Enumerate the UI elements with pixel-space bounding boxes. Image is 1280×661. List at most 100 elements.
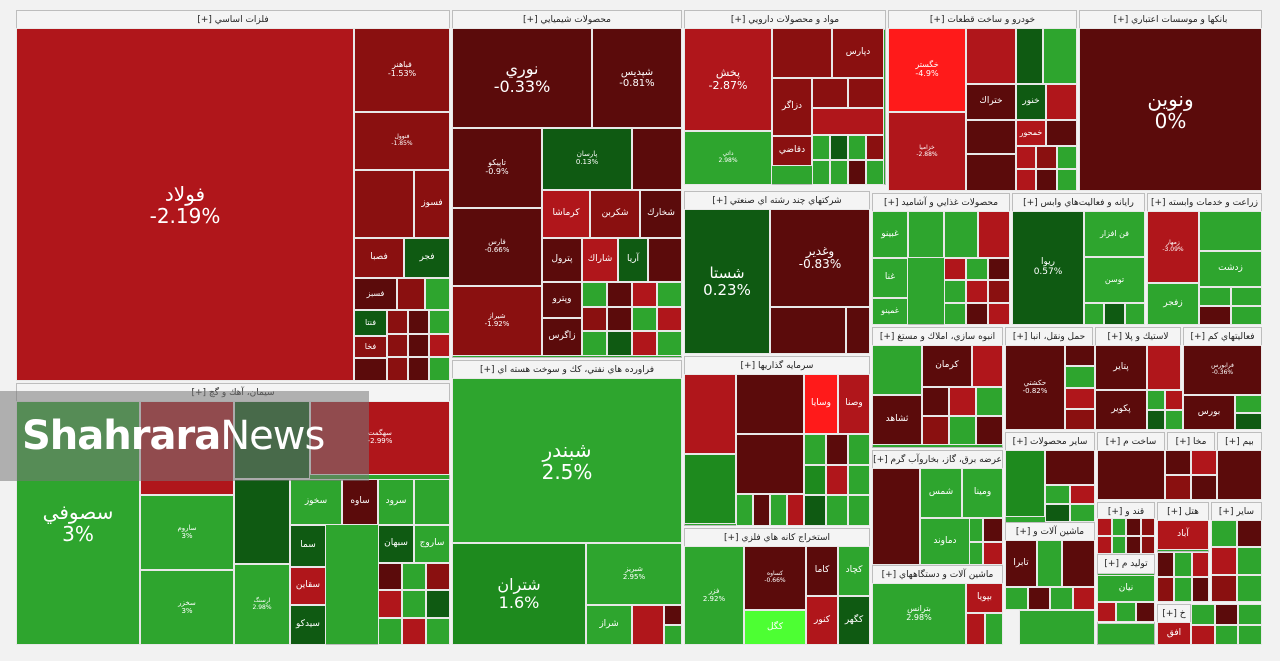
stock-tile[interactable]: كرماشا — [542, 190, 590, 238]
stock-cell[interactable] — [988, 302, 1010, 325]
stock-cell[interactable] — [1045, 485, 1070, 504]
stock-tile[interactable]: حكشتي -0.82% — [1005, 345, 1065, 430]
stock-tile[interactable]: شبريز 2.95% — [586, 543, 682, 605]
stock-tile[interactable]: غبينو — [872, 211, 908, 258]
stock-cell[interactable] — [1056, 168, 1077, 191]
stock-cell[interactable] — [1016, 168, 1037, 191]
stock-cell[interactable] — [1238, 624, 1262, 645]
stock-cell[interactable] — [922, 387, 949, 416]
stock-cell[interactable] — [1046, 120, 1077, 146]
stock-cell[interactable] — [1191, 624, 1215, 645]
stock-cell[interactable] — [976, 387, 1003, 416]
stock-cell[interactable] — [812, 78, 848, 108]
stock-tile[interactable]: دپارس — [832, 28, 884, 78]
stock-cell[interactable] — [582, 306, 607, 332]
stock-cell[interactable] — [1199, 211, 1262, 251]
stock-tile[interactable]: فن افزار — [1084, 211, 1145, 257]
stock-tile[interactable]: كنور — [806, 596, 838, 645]
stock-cell[interactable] — [1191, 475, 1217, 500]
stock-cell[interactable] — [1046, 84, 1077, 120]
stock-cell[interactable] — [1050, 587, 1073, 610]
stock-cell[interactable] — [812, 108, 884, 135]
stock-tile[interactable]: سخزر 3% — [140, 570, 234, 645]
stock-cell[interactable] — [1211, 520, 1237, 548]
stock-tile[interactable]: فنتا — [354, 310, 387, 336]
stock-cell[interactable] — [426, 563, 450, 591]
stock-cell[interactable] — [966, 154, 1016, 191]
stock-tile[interactable]: ختراك — [966, 84, 1016, 120]
stock-cell[interactable] — [812, 160, 830, 185]
stock-tile[interactable]: فرابورس -0.36% — [1183, 345, 1262, 395]
stock-tile[interactable]: وپترو — [542, 282, 582, 318]
stock-cell[interactable] — [1070, 485, 1095, 504]
stock-cell[interactable] — [1124, 303, 1145, 325]
stock-cell[interactable] — [1072, 587, 1095, 610]
stock-cell[interactable] — [607, 282, 632, 307]
stock-cell[interactable] — [966, 302, 988, 325]
stock-cell[interactable] — [848, 135, 866, 160]
stock-cell[interactable] — [1211, 574, 1237, 602]
stock-cell[interactable] — [1027, 587, 1050, 610]
stock-cell[interactable] — [1097, 536, 1112, 554]
stock-tile[interactable]: سقاين — [290, 567, 326, 605]
stock-cell[interactable] — [949, 387, 976, 416]
stock-cell[interactable] — [848, 78, 884, 108]
stock-tile[interactable]: فزر 2.92% — [684, 546, 744, 645]
stock-cell[interactable] — [632, 128, 682, 190]
stock-cell[interactable] — [966, 613, 985, 645]
stock-cell[interactable] — [908, 211, 944, 258]
stock-cell[interactable] — [982, 518, 1003, 542]
stock-tile[interactable]: شتران 1.6% — [452, 543, 586, 645]
stock-tile[interactable]: دماوند — [920, 518, 970, 565]
stock-tile[interactable]: وصنا — [838, 374, 870, 434]
stock-cell[interactable] — [922, 416, 949, 445]
stock-tile[interactable]: پترول — [542, 238, 582, 282]
stock-cell[interactable] — [1165, 390, 1183, 410]
stock-cell[interactable] — [402, 617, 426, 645]
stock-cell[interactable] — [1016, 28, 1043, 84]
stock-cell[interactable] — [1111, 536, 1126, 554]
stock-cell[interactable] — [866, 135, 884, 160]
stock-tile[interactable]: خنور — [1016, 84, 1046, 120]
stock-tile[interactable]: شيراز -1.92% — [452, 286, 542, 356]
stock-cell[interactable] — [848, 464, 870, 496]
stock-cell[interactable] — [1016, 146, 1037, 169]
stock-cell[interactable] — [1097, 602, 1117, 622]
stock-tile[interactable]: شپديس -0.81% — [592, 28, 682, 128]
stock-cell[interactable] — [1045, 503, 1070, 522]
stock-cell[interactable] — [397, 278, 425, 310]
stock-cell[interactable] — [426, 617, 450, 645]
stock-tile[interactable]: كچاد — [838, 546, 870, 596]
stock-cell[interactable] — [1043, 28, 1077, 84]
stock-tile[interactable]: بورس — [1183, 395, 1235, 430]
stock-tile[interactable]: ريوا 0.57% — [1012, 211, 1084, 325]
stock-tile[interactable]: دزاگر — [772, 78, 812, 136]
stock-cell[interactable] — [354, 170, 414, 238]
stock-cell[interactable] — [1174, 552, 1192, 577]
stock-tile[interactable]: آريا — [618, 238, 648, 282]
sector-title[interactable]: توليد م [+] — [1098, 555, 1154, 574]
stock-cell[interactable] — [812, 135, 830, 160]
stock-cell[interactable] — [582, 282, 607, 307]
stock-cell[interactable] — [1037, 540, 1062, 587]
stock-tile[interactable]: كگل — [744, 610, 806, 645]
stock-cell[interactable] — [826, 434, 848, 465]
stock-cell[interactable] — [1235, 412, 1262, 430]
stock-tile[interactable]: آباد — [1157, 520, 1209, 550]
stock-tile[interactable]: غمينو — [872, 298, 908, 325]
stock-tile[interactable]: شمس — [920, 468, 962, 518]
stock-tile[interactable]: فسوز — [414, 170, 450, 238]
stock-tile[interactable]: سخوز — [290, 479, 342, 525]
stock-cell[interactable] — [632, 605, 664, 645]
stock-cell[interactable] — [1211, 547, 1237, 575]
stock-cell[interactable] — [1036, 168, 1057, 191]
stock-cell[interactable] — [657, 331, 682, 356]
stock-cell[interactable] — [1111, 518, 1126, 536]
stock-tile[interactable]: خمحور — [1016, 120, 1046, 146]
stock-tile[interactable]: زاگرس — [542, 318, 582, 356]
stock-cell[interactable] — [664, 625, 682, 645]
stock-cell[interactable] — [1065, 387, 1095, 409]
stock-cell[interactable] — [378, 590, 402, 618]
stock-cell[interactable] — [804, 434, 826, 465]
stock-cell[interactable] — [425, 278, 450, 310]
